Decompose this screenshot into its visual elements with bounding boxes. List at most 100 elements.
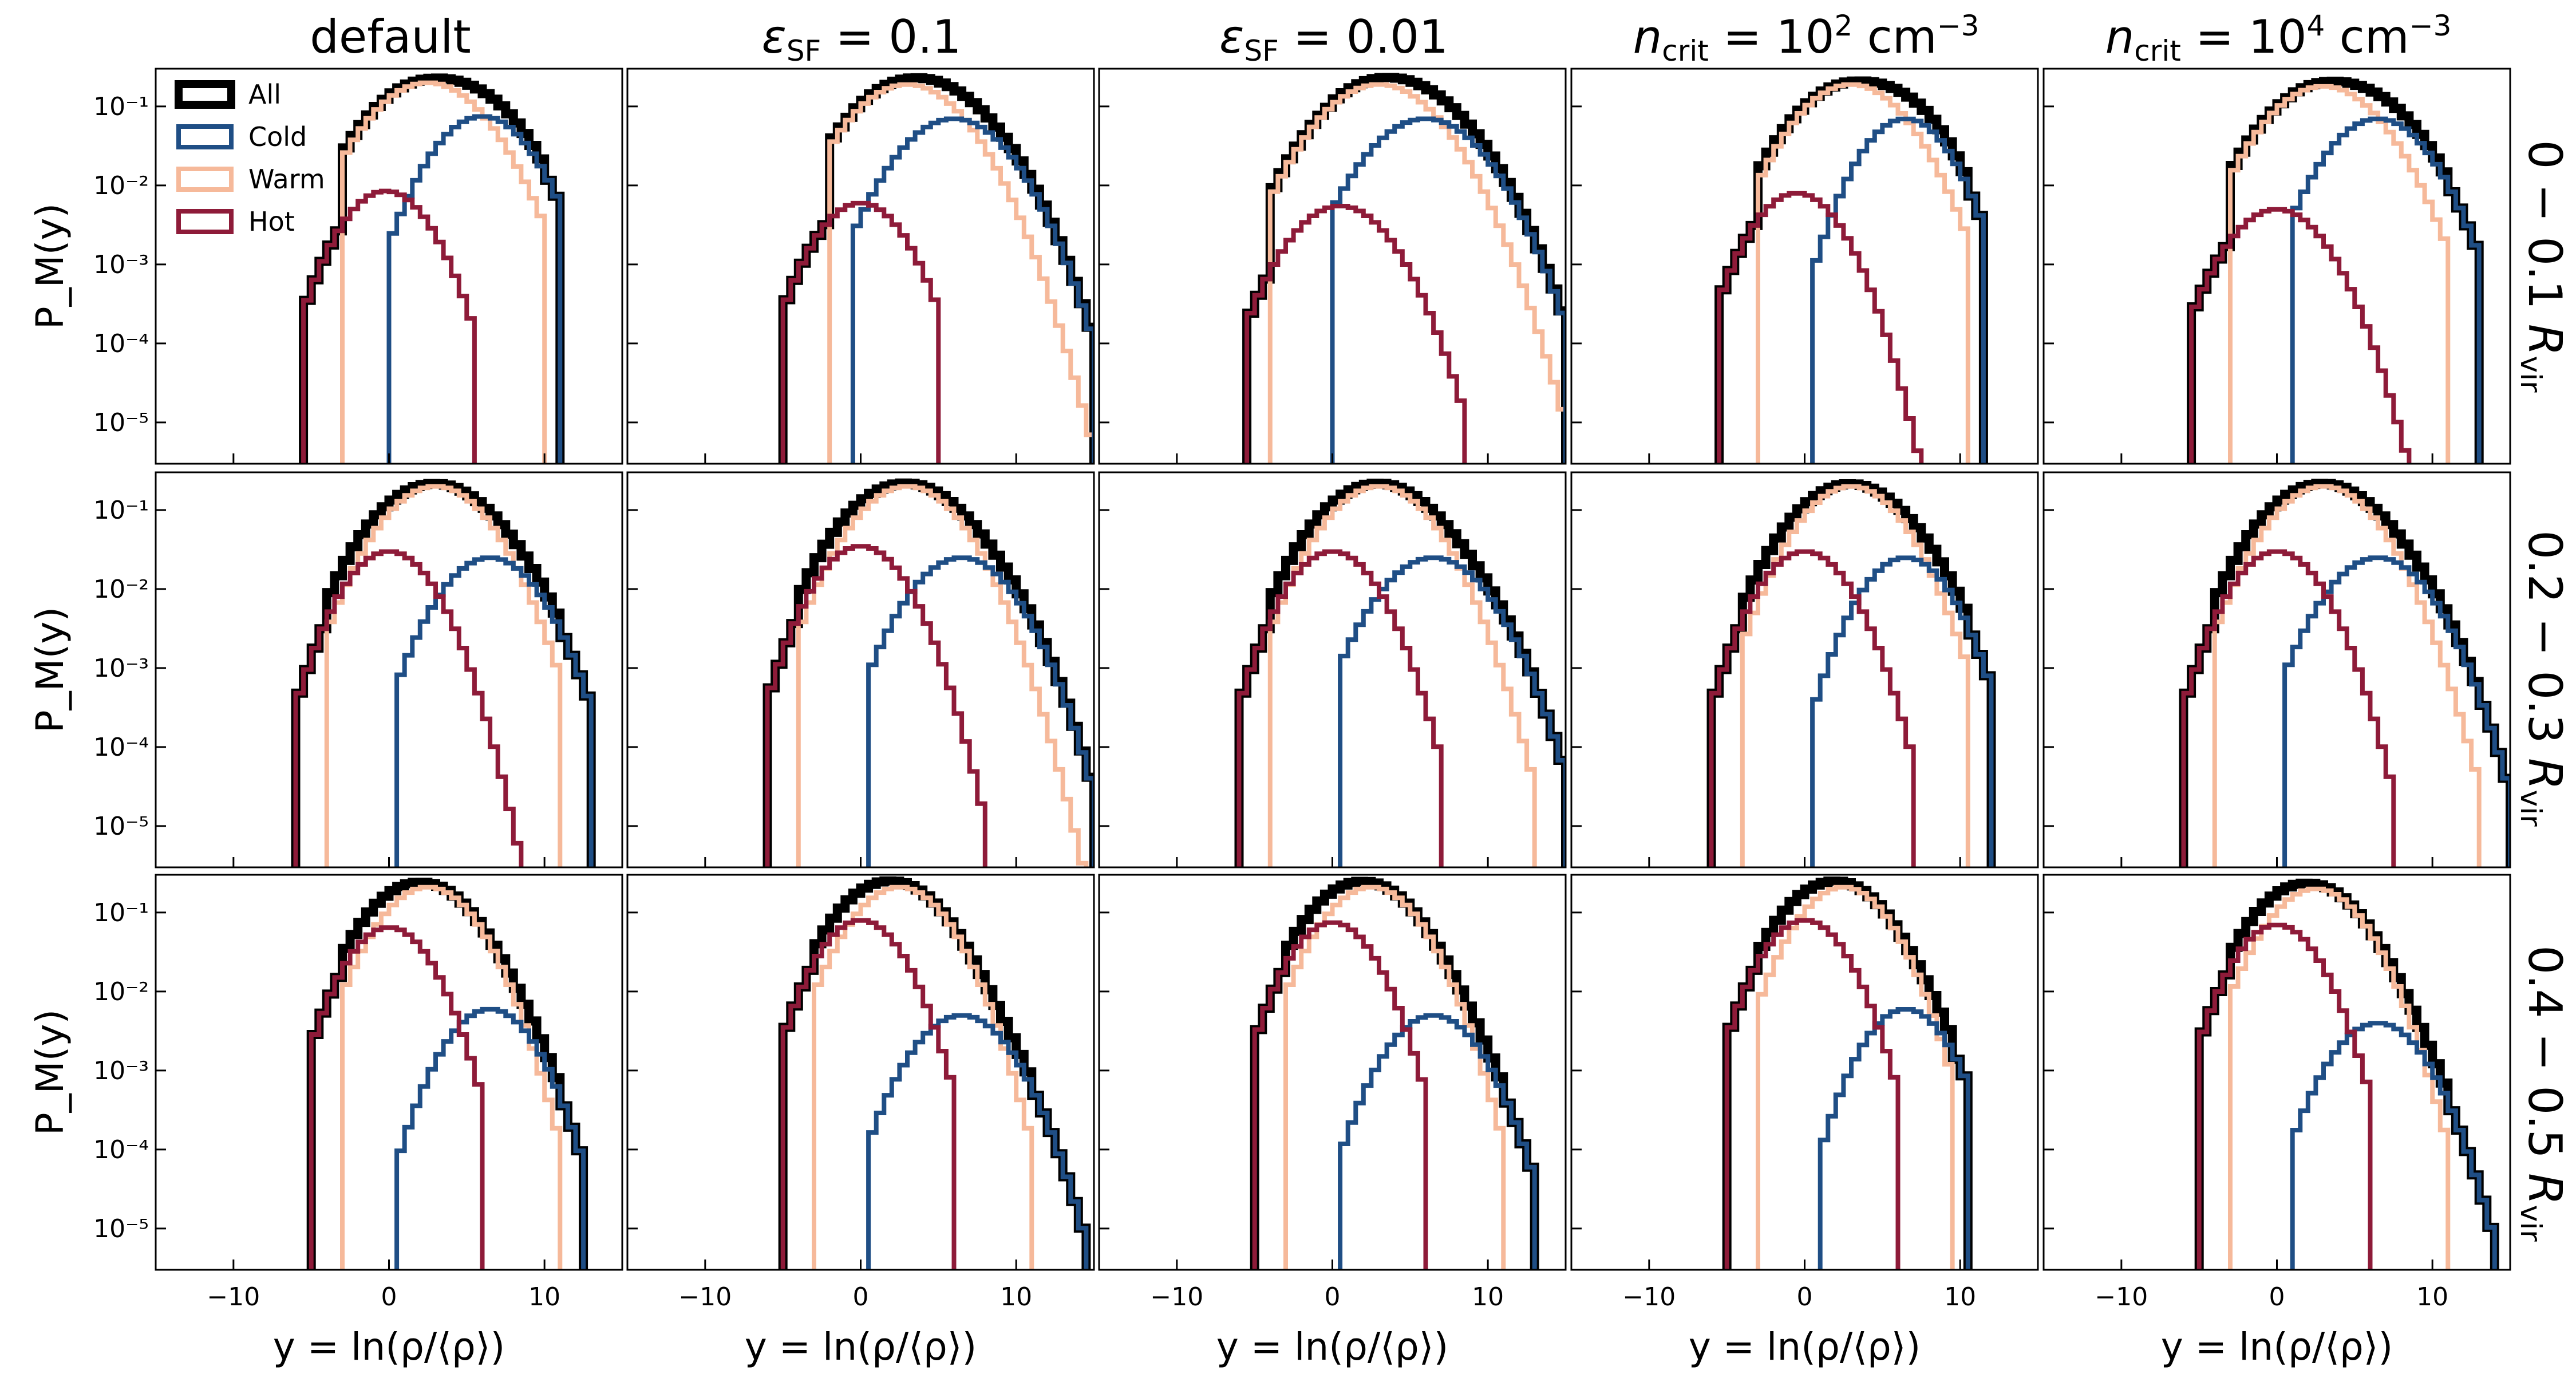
panel-r1-c4: [2042, 471, 2511, 868]
panel-series: [778, 73, 1094, 464]
row-labels: 0 − 0.1 Rvir 0.2 − 0.3 Rvir 0.4 − 0.5 Rv…: [2514, 140, 2571, 1242]
column-title-0: default: [310, 10, 471, 64]
x-tick-label: 10: [2416, 1282, 2448, 1312]
series-warm-histogram: [340, 885, 563, 1270]
legend-label-cold: Cold: [248, 121, 307, 152]
panel-series: [778, 876, 1091, 1270]
panel-r0-c3: [1570, 68, 2039, 465]
panel-series: [1722, 876, 1973, 1270]
series-warm-histogram: [2228, 886, 2451, 1270]
series-warm-histogram: [1267, 82, 1566, 464]
panel-r2-c1: −10 0 10 y = ln(ρ/⟨ρ⟩): [626, 874, 1095, 1369]
panel-r2-c2: −10 0 10 y = ln(ρ/⟨ρ⟩): [1098, 874, 1567, 1369]
row-label-0: 0 − 0.1 Rvir: [2514, 140, 2571, 393]
series-hot-histogram: [1724, 918, 1901, 1270]
series-warm-histogram: [2228, 84, 2451, 464]
series-hot-histogram: [2189, 207, 2412, 464]
series-cold-histogram: [2282, 555, 2510, 867]
series-cold-histogram: [866, 1013, 1089, 1270]
panel-r0-c2: [1098, 68, 1567, 465]
panel-series: [299, 73, 565, 464]
series-cold-histogram: [1338, 555, 1566, 867]
y-tick-label: 10⁻³: [93, 654, 149, 683]
x-tick-label: 0: [853, 1282, 869, 1312]
column-titles: default εSF = 0.1 εSF = 0.01 ncrit = 102…: [310, 9, 2451, 68]
series-hot-histogram: [780, 200, 941, 464]
x-tick-label: 0: [1797, 1282, 1813, 1312]
series-all-histogram: [1242, 73, 1566, 464]
x-tick-label: 10: [1472, 1282, 1504, 1312]
series-warm-histogram: [340, 80, 547, 464]
series-hot-histogram: [1709, 549, 1916, 867]
x-tick-label: 0: [2269, 1282, 2285, 1312]
y-tick-label: 10⁻⁵: [93, 1214, 149, 1243]
x-tick-label: 0: [381, 1282, 397, 1312]
legend-label-warm: Warm: [248, 164, 325, 195]
panel-series: [1714, 76, 1988, 464]
column-title-1: εSF = 0.1: [762, 10, 962, 68]
panel-r0-c0: 10⁻⁵ 10⁻⁴ 10⁻³ 10⁻² 10⁻¹ P_M(y) All Cold Warm Hot: [28, 68, 623, 465]
series-all-histogram: [291, 479, 596, 867]
y-tick-label: 10⁻²: [93, 171, 149, 200]
panel-frame: [2042, 471, 2511, 868]
series-hot-histogram: [1717, 191, 1924, 464]
panels: 10⁻⁵ 10⁻⁴ 10⁻³ 10⁻² 10⁻¹ P_M(y) All Cold Warm Hot…: [28, 68, 2511, 1369]
series-warm-histogram: [324, 484, 563, 867]
legend-label-hot: Hot: [248, 206, 295, 237]
panel-r1-c3: [1570, 471, 2039, 868]
series-warm-histogram: [1756, 82, 1970, 464]
x-tick-label: −10: [2095, 1282, 2148, 1312]
panel-frame: [626, 471, 1095, 868]
x-tick-label: −10: [678, 1282, 732, 1312]
series-hot-histogram: [301, 188, 477, 464]
legend-label-all: All: [248, 79, 281, 110]
y-tick-label: 10⁻³: [93, 250, 149, 279]
legend-swatch-hot: [176, 209, 234, 234]
panel-series: [2187, 76, 2484, 464]
row-label-2: 0.4 − 0.5 Rvir: [2514, 945, 2571, 1242]
series-warm-histogram: [1756, 885, 1955, 1270]
panel-series: [2194, 878, 2499, 1270]
series-all-histogram: [1722, 876, 1973, 1270]
panel-series: [1250, 876, 1539, 1270]
series-all-histogram: [762, 478, 1094, 867]
x-axis-label: y = ln(ρ/⟨ρ⟩): [745, 1325, 977, 1369]
y-tick-label: 10⁻⁴: [93, 733, 149, 762]
series-hot-histogram: [1244, 204, 1467, 464]
series-warm-histogram: [827, 82, 1094, 464]
x-tick-label: 10: [1000, 1282, 1032, 1312]
series-warm-histogram: [1740, 484, 1970, 867]
y-tick-label: 10⁻²: [93, 977, 149, 1006]
panel-r2-c0: 10⁻⁵ 10⁻⁴ 10⁻³ 10⁻² 10⁻¹ −10 0 10 P_M(y)y = ln(ρ…: [28, 874, 623, 1369]
series-hot-histogram: [1236, 549, 1444, 867]
series-warm-histogram: [796, 484, 1089, 867]
legend-swatch-warm: [176, 167, 234, 192]
panel-r0-c4: [2042, 68, 2511, 465]
legend: All Cold Warm Hot: [175, 79, 325, 237]
y-axis-label: P_M(y): [28, 203, 72, 329]
x-tick-label: −10: [1622, 1282, 1676, 1312]
legend-swatch-cold: [176, 124, 234, 149]
series-all-histogram: [299, 73, 565, 464]
series-cold-histogram: [1338, 1013, 1537, 1270]
series-warm-histogram: [1267, 484, 1537, 867]
series-all-histogram: [778, 73, 1094, 464]
panel-series: [291, 479, 596, 867]
panel-frame: [1098, 471, 1567, 868]
panel-r0-c1: [626, 68, 1095, 465]
panel-series: [1706, 479, 1996, 867]
panel-r1-c1: [626, 471, 1095, 868]
series-all-histogram: [1234, 479, 1566, 867]
series-all-histogram: [2179, 479, 2510, 867]
series-cold-histogram: [1330, 116, 1566, 464]
series-warm-histogram: [812, 885, 1034, 1270]
x-axis-label: y = ln(ρ/⟨ρ⟩): [273, 1325, 505, 1369]
y-tick-label: 10⁻¹: [93, 898, 149, 927]
column-title-2: εSF = 0.01: [1219, 10, 1448, 68]
y-axis-label: P_M(y): [28, 607, 72, 733]
x-tick-label: 10: [528, 1282, 560, 1312]
y-tick-label: 10⁻⁵: [93, 408, 149, 437]
series-all-histogram: [1706, 479, 1996, 867]
series-cold-histogram: [850, 116, 1094, 464]
